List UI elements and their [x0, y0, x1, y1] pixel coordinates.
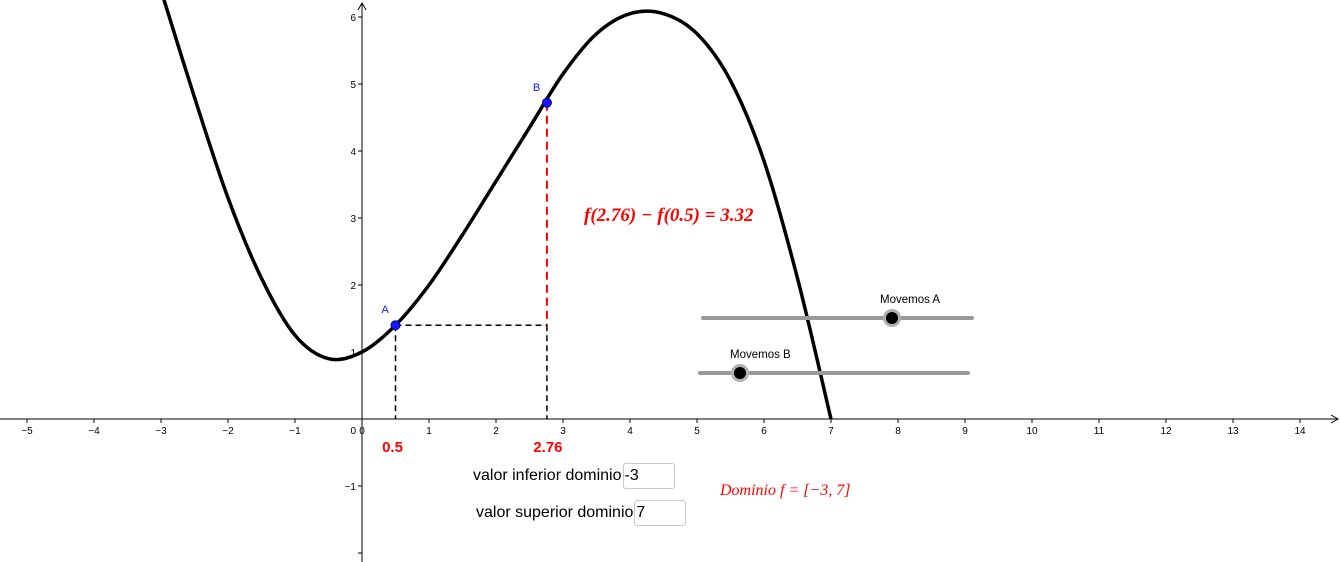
- slider-b-handle[interactable]: [734, 367, 746, 379]
- x-tick-label: 1: [426, 426, 432, 437]
- a-value-label: 0.5: [382, 439, 403, 456]
- x-tick-label: 4: [627, 426, 633, 437]
- point-b[interactable]: [541, 97, 552, 108]
- lower-bound-label: valor inferior dominio: [473, 467, 622, 484]
- x-tick-label: 14: [1294, 426, 1306, 437]
- x-tick-label: −2: [222, 426, 234, 437]
- x-tick-label: 2: [493, 426, 499, 437]
- slider-a-handle[interactable]: [886, 312, 898, 324]
- point-a-label: A: [382, 304, 390, 316]
- sliders[interactable]: Movemos A Movemos B: [698, 294, 974, 382]
- value-labels: 0.5 2.76 f(2.76) − f(0.5) = 3.32 Dominio…: [382, 205, 850, 499]
- slider-a-label: Movemos A: [880, 294, 940, 306]
- lower-bound-input[interactable]: [622, 463, 675, 489]
- x-tick-label: 13: [1227, 426, 1239, 437]
- dashed-guides: [394, 102, 548, 419]
- y-tick-label: 1: [350, 348, 356, 359]
- x-tick-label: 6: [761, 426, 767, 437]
- function-points[interactable]: AB: [382, 82, 552, 331]
- y-axis-arrow: [357, 1, 367, 11]
- point-b-label: B: [533, 82, 540, 94]
- x-tick-label: 10: [1026, 426, 1038, 437]
- upper-bound-label: valor superior dominio: [476, 504, 634, 521]
- x-tick-label: 3: [560, 426, 566, 437]
- y-tick-label: 5: [350, 80, 356, 91]
- x-axis-arrow: [1330, 414, 1340, 424]
- x-tick-label: 0: [359, 426, 365, 437]
- y-tick-label: 4: [350, 147, 356, 158]
- y-tick-label: 3: [350, 214, 356, 225]
- slider-b-label: Movemos B: [730, 349, 791, 361]
- x-tick-label: 5: [694, 426, 700, 437]
- b-value-label: 2.76: [533, 439, 562, 456]
- function-curve[interactable]: [161, 0, 833, 420]
- y-tick-label: 6: [350, 13, 356, 24]
- domain-text: Dominio f = [−3, 7]: [719, 482, 851, 499]
- x-tick-label: −5: [21, 426, 33, 437]
- y-tick-label: −1: [345, 482, 357, 493]
- point-a[interactable]: [390, 320, 401, 331]
- x-tick-label: 11: [1094, 426, 1105, 437]
- x-tick-label: 8: [895, 426, 901, 437]
- difference-formula: f(2.76) − f(0.5) = 3.32: [584, 205, 754, 226]
- origin-label: 0: [350, 426, 356, 437]
- upper-bound-input[interactable]: [634, 500, 687, 526]
- slider-a[interactable]: Movemos A: [701, 294, 974, 327]
- slider-b[interactable]: Movemos B: [698, 349, 970, 382]
- x-tick-label: 12: [1160, 426, 1172, 437]
- x-tick-label: −4: [88, 426, 100, 437]
- lower-bound-row: valor inferior dominio: [473, 463, 675, 489]
- x-tick-label: −3: [155, 426, 167, 437]
- x-tick-label: 9: [962, 426, 968, 437]
- y-tick-label: 2: [350, 281, 356, 292]
- upper-bound-row: valor superior dominio: [476, 500, 687, 526]
- x-tick-label: 7: [828, 426, 834, 437]
- x-tick-label: −1: [289, 426, 301, 437]
